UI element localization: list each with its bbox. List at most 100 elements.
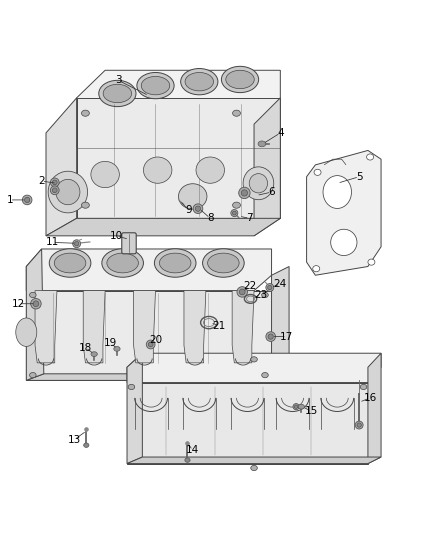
Text: 18: 18 xyxy=(79,343,92,352)
Ellipse shape xyxy=(249,174,268,193)
Ellipse shape xyxy=(251,357,257,362)
Polygon shape xyxy=(184,290,206,363)
Polygon shape xyxy=(77,98,280,219)
Text: 13: 13 xyxy=(68,434,81,445)
Ellipse shape xyxy=(323,175,351,208)
Ellipse shape xyxy=(331,229,357,255)
Ellipse shape xyxy=(185,458,190,462)
Polygon shape xyxy=(46,219,280,236)
Polygon shape xyxy=(26,374,289,381)
Ellipse shape xyxy=(313,265,320,272)
Ellipse shape xyxy=(243,167,274,200)
Polygon shape xyxy=(83,290,105,363)
Polygon shape xyxy=(307,150,381,275)
Text: 5: 5 xyxy=(356,172,363,182)
Ellipse shape xyxy=(107,253,138,273)
Polygon shape xyxy=(272,266,289,381)
Ellipse shape xyxy=(178,184,207,209)
Ellipse shape xyxy=(16,318,37,346)
Text: 22: 22 xyxy=(243,281,256,291)
Polygon shape xyxy=(232,290,254,363)
Ellipse shape xyxy=(357,423,361,427)
Ellipse shape xyxy=(293,403,299,410)
Ellipse shape xyxy=(159,253,191,273)
Ellipse shape xyxy=(84,443,89,447)
Ellipse shape xyxy=(30,373,36,378)
Ellipse shape xyxy=(141,76,170,95)
FancyBboxPatch shape xyxy=(122,233,136,254)
Ellipse shape xyxy=(261,292,268,297)
Text: 7: 7 xyxy=(246,213,253,223)
Ellipse shape xyxy=(114,346,120,351)
Text: 11: 11 xyxy=(46,237,59,247)
Ellipse shape xyxy=(180,69,218,95)
Ellipse shape xyxy=(258,141,266,147)
Text: 23: 23 xyxy=(254,290,268,300)
Ellipse shape xyxy=(368,259,375,265)
Text: 9: 9 xyxy=(185,205,192,215)
Text: 21: 21 xyxy=(212,321,226,330)
Polygon shape xyxy=(134,290,155,363)
Ellipse shape xyxy=(31,298,41,309)
Polygon shape xyxy=(26,249,272,290)
Ellipse shape xyxy=(143,157,172,183)
Ellipse shape xyxy=(137,72,174,99)
Ellipse shape xyxy=(239,289,245,295)
Ellipse shape xyxy=(261,373,268,378)
Text: 20: 20 xyxy=(149,335,162,345)
Ellipse shape xyxy=(251,465,257,471)
Text: 17: 17 xyxy=(280,332,293,342)
Ellipse shape xyxy=(56,179,80,205)
Ellipse shape xyxy=(226,70,254,88)
Ellipse shape xyxy=(53,180,57,185)
Ellipse shape xyxy=(99,80,136,107)
Ellipse shape xyxy=(298,405,304,409)
Ellipse shape xyxy=(50,186,59,195)
Ellipse shape xyxy=(103,84,132,103)
Text: 4: 4 xyxy=(277,128,284,138)
Text: 3: 3 xyxy=(115,75,122,85)
Ellipse shape xyxy=(30,292,36,297)
Ellipse shape xyxy=(74,241,79,246)
Ellipse shape xyxy=(50,178,59,187)
Polygon shape xyxy=(127,383,368,464)
Polygon shape xyxy=(127,353,142,464)
Polygon shape xyxy=(26,249,44,381)
Ellipse shape xyxy=(73,240,81,248)
Ellipse shape xyxy=(91,352,97,357)
Ellipse shape xyxy=(268,334,273,339)
Ellipse shape xyxy=(195,206,201,211)
Ellipse shape xyxy=(53,188,57,193)
Ellipse shape xyxy=(49,249,91,277)
Text: 15: 15 xyxy=(304,406,318,416)
Polygon shape xyxy=(254,98,280,236)
Ellipse shape xyxy=(314,169,321,175)
Ellipse shape xyxy=(148,342,153,347)
Ellipse shape xyxy=(208,253,239,273)
Ellipse shape xyxy=(233,202,240,208)
Ellipse shape xyxy=(367,154,374,160)
Polygon shape xyxy=(77,70,280,148)
Ellipse shape xyxy=(294,405,298,408)
Ellipse shape xyxy=(48,171,88,213)
Ellipse shape xyxy=(81,110,89,116)
Ellipse shape xyxy=(102,249,144,277)
Ellipse shape xyxy=(266,284,274,292)
Text: 12: 12 xyxy=(12,298,25,309)
Ellipse shape xyxy=(233,110,240,116)
Polygon shape xyxy=(46,98,77,236)
Polygon shape xyxy=(35,290,57,363)
Text: 19: 19 xyxy=(104,338,117,348)
Polygon shape xyxy=(127,353,381,383)
Text: 14: 14 xyxy=(186,446,199,456)
Ellipse shape xyxy=(221,66,258,93)
Ellipse shape xyxy=(146,340,155,349)
Text: 8: 8 xyxy=(207,213,214,223)
Ellipse shape xyxy=(25,197,30,203)
Ellipse shape xyxy=(154,249,196,277)
Ellipse shape xyxy=(268,285,272,290)
Text: 10: 10 xyxy=(110,231,123,241)
Text: 2: 2 xyxy=(38,176,45,186)
Polygon shape xyxy=(26,290,272,381)
Ellipse shape xyxy=(355,421,363,429)
